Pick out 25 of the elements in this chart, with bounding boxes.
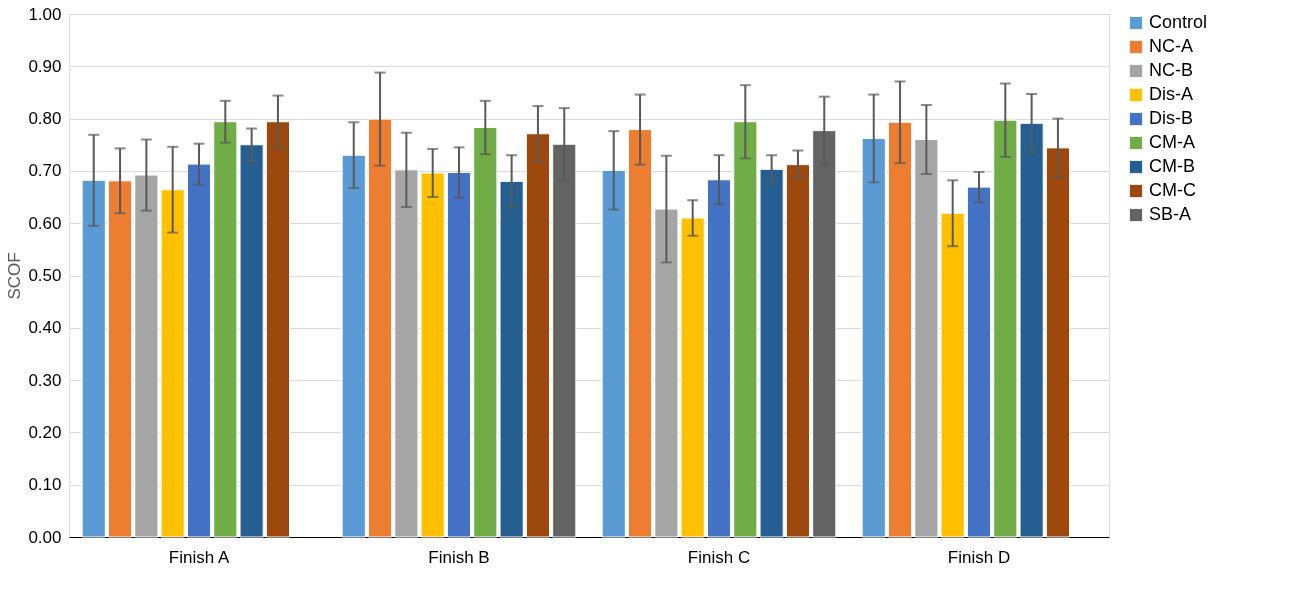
y-tick-label: 0.20 — [28, 422, 62, 442]
legend-label: CM-B — [1149, 156, 1195, 176]
x-tick-label: Finish D — [947, 547, 1011, 567]
y-tick-label: 0.60 — [28, 213, 62, 233]
y-axis-title: SCOF — [5, 252, 25, 300]
y-tick-label: 0.00 — [28, 527, 62, 547]
legend-label: SB-A — [1149, 204, 1192, 224]
legend-label: Dis-B — [1149, 108, 1193, 128]
legend-label: NC-A — [1149, 36, 1193, 56]
x-tick-label: Finish C — [687, 547, 751, 567]
y-tick-label: 0.70 — [28, 161, 62, 181]
legend-label: CM-C — [1149, 180, 1196, 200]
y-tick-label: 0.10 — [28, 475, 62, 495]
x-tick-label: Finish B — [428, 547, 490, 567]
x-tick-label: Finish A — [168, 547, 230, 567]
legend-label: CM-A — [1149, 132, 1195, 152]
y-tick-label: 0.50 — [28, 266, 62, 285]
y-tick-label: 0.40 — [28, 318, 62, 338]
y-tick-label: 0.30 — [28, 370, 62, 390]
y-tick-label: 1.00 — [28, 4, 62, 24]
legend-label: Dis-A — [1149, 84, 1193, 104]
legend-label: Control — [1149, 12, 1208, 32]
legend-label: NC-B — [1149, 60, 1193, 80]
y-tick-label: 0.80 — [28, 109, 62, 129]
y-tick-label: 0.90 — [28, 56, 62, 76]
